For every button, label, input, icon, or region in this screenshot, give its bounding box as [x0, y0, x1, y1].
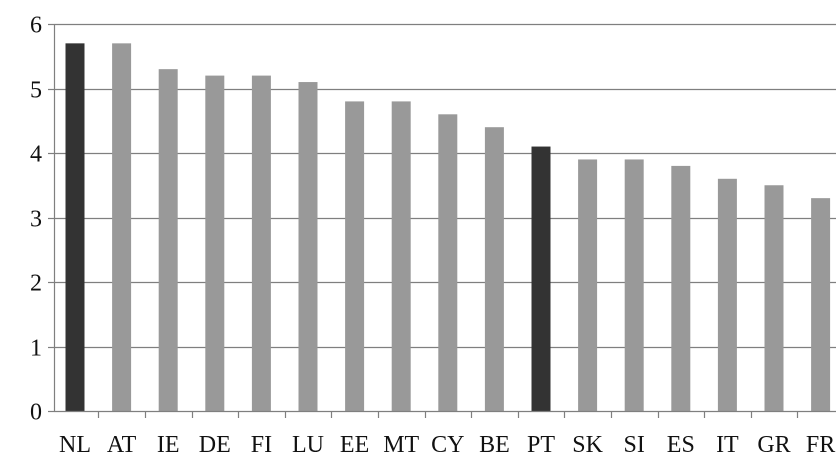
- x-tick-label-sk: SK: [572, 432, 603, 458]
- x-tick-label-pt: PT: [527, 432, 555, 458]
- bar-si: [624, 159, 644, 411]
- x-tick-label-at: AT: [107, 432, 137, 458]
- bar-es: [671, 165, 691, 411]
- y-tick-labels: 0 1 2 3 4 5 6: [30, 13, 42, 426]
- x-tick-labels: NL AT IE DE FI LU EE MT CY BE PT SK SI ES IT GR FR: [59, 432, 835, 458]
- bar-ee: [345, 101, 365, 412]
- x-tick-label-fr: FR: [806, 432, 835, 458]
- y-tick-label: 1: [30, 336, 42, 362]
- x-tick-label-be: BE: [479, 432, 510, 458]
- axes: [48, 23, 836, 418]
- bar-fr: [811, 198, 831, 411]
- bar-fi: [251, 75, 271, 411]
- bar-be: [484, 127, 504, 411]
- bar-sk: [578, 159, 598, 411]
- x-tick-label-lu: LU: [292, 432, 324, 458]
- x-tick-label-nl: NL: [59, 432, 91, 458]
- bar-nl: [65, 43, 85, 411]
- x-tick-label-si: SI: [624, 432, 645, 458]
- bar-at: [112, 43, 132, 411]
- bar-de: [205, 75, 225, 411]
- bar-gr: [764, 185, 784, 411]
- x-tick-label-es: ES: [667, 432, 695, 458]
- bar-mt: [391, 101, 411, 412]
- bar-cy: [438, 114, 458, 412]
- x-tick-label-gr: GR: [757, 432, 790, 458]
- x-tick-label-ie: IE: [157, 432, 180, 458]
- x-tick-label-mt: MT: [383, 432, 419, 458]
- y-tick-label: 5: [30, 78, 42, 104]
- x-tick-label-cy: CY: [431, 432, 464, 458]
- bars: [65, 43, 831, 412]
- y-tick-label: 2: [30, 271, 42, 297]
- bar-lu: [298, 82, 318, 412]
- x-tick-label-it: IT: [716, 432, 739, 458]
- y-tick-label: 6: [30, 13, 42, 39]
- x-tick-label-de: DE: [199, 432, 231, 458]
- bar-pt: [531, 146, 551, 412]
- x-tick-label-ee: EE: [340, 432, 369, 458]
- y-tick-label: 4: [30, 142, 42, 168]
- bar-ie: [158, 69, 178, 412]
- bar-it: [717, 178, 737, 411]
- x-tick-label-fi: FI: [251, 432, 272, 458]
- y-tick-label: 3: [30, 207, 42, 233]
- y-tick-label: 0: [30, 400, 42, 426]
